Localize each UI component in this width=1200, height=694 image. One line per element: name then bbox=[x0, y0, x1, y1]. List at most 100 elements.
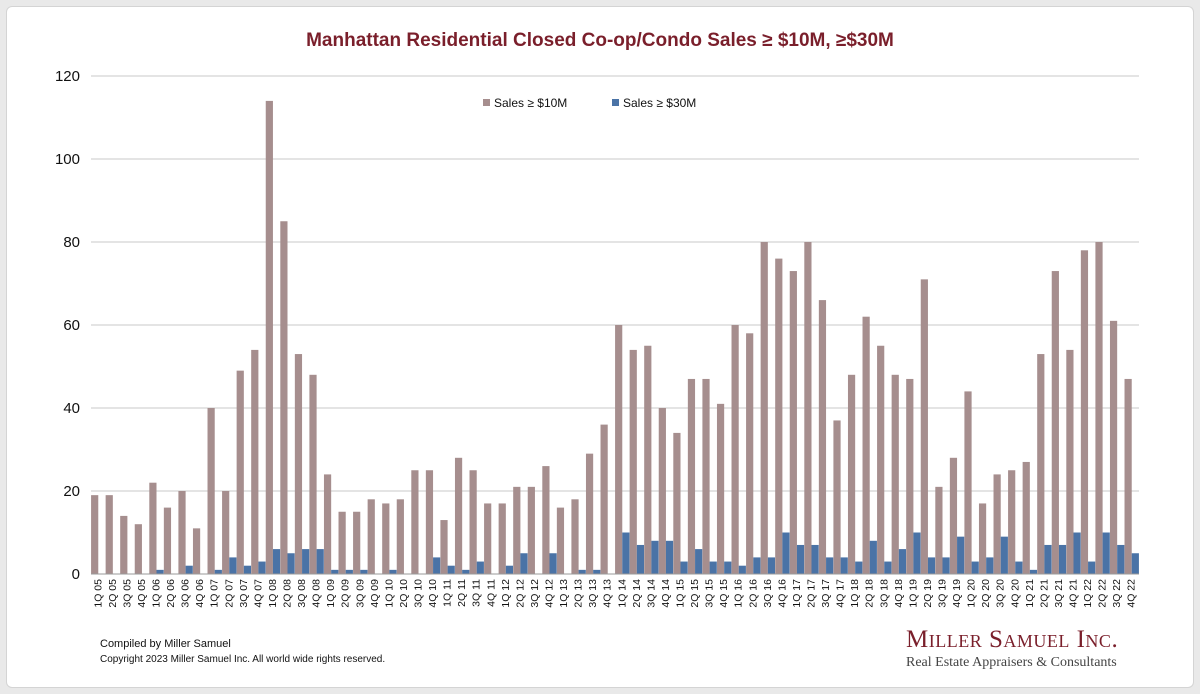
bar-sales-10m bbox=[396, 499, 404, 574]
bar-sales-10m bbox=[425, 470, 434, 574]
bar-sales-10m bbox=[236, 370, 244, 574]
bar-sales-10m bbox=[746, 333, 754, 574]
legend-swatch bbox=[612, 99, 619, 106]
x-tick-label: 3Q 16 bbox=[762, 579, 774, 608]
x-tick-label: 4Q 20 bbox=[1009, 579, 1021, 608]
legend-swatch bbox=[483, 99, 490, 106]
bar-sales-30m bbox=[1029, 569, 1038, 574]
bar-sales-30m bbox=[1102, 532, 1110, 574]
bars bbox=[91, 100, 1139, 575]
bar-sales-10m bbox=[323, 474, 332, 574]
bar-sales-10m bbox=[964, 391, 972, 574]
bar-sales-30m bbox=[942, 557, 950, 574]
bar-sales-10m bbox=[862, 316, 870, 574]
bar-sales-10m bbox=[91, 495, 99, 574]
bar-sales-10m bbox=[804, 242, 812, 574]
x-tick-label: 2Q 13 bbox=[573, 579, 585, 608]
x-tick-label: 3Q 15 bbox=[704, 579, 716, 608]
legend-label: Sales ≥ $30M bbox=[623, 96, 696, 110]
bar-sales-10m bbox=[775, 258, 783, 574]
bar-sales-10m bbox=[498, 503, 506, 574]
x-tick-label: 3Q 20 bbox=[995, 579, 1007, 608]
x-tick-label: 1Q 13 bbox=[558, 579, 570, 608]
bar-sales-10m bbox=[833, 420, 841, 574]
bar-sales-30m bbox=[651, 540, 659, 574]
x-tick-label: 1Q 18 bbox=[849, 579, 861, 608]
bar-sales-10m bbox=[600, 424, 608, 574]
bar-sales-30m bbox=[462, 569, 470, 574]
x-tick-label: 4Q 05 bbox=[136, 579, 148, 608]
bar-sales-30m bbox=[476, 561, 484, 574]
bar-sales-30m bbox=[549, 553, 557, 574]
x-tick-label: 2Q 21 bbox=[1038, 579, 1050, 608]
bar-sales-10m bbox=[877, 345, 885, 574]
x-tick-label: 3Q 21 bbox=[1053, 579, 1065, 608]
grid-lines bbox=[91, 75, 1139, 492]
x-tick-label: 1Q 21 bbox=[1024, 579, 1036, 608]
bar-sales-30m bbox=[884, 561, 892, 574]
x-tick-label: 1Q 10 bbox=[383, 579, 395, 608]
x-tick-label: 1Q 20 bbox=[966, 579, 978, 608]
x-tick-label: 3Q 17 bbox=[820, 579, 832, 608]
bar-sales-30m bbox=[927, 557, 936, 574]
bar-sales-10m bbox=[644, 345, 652, 574]
legend: Sales ≥ $10M Sales ≥ $30M bbox=[483, 96, 696, 110]
bar-sales-10m bbox=[469, 470, 477, 574]
bar-sales-30m bbox=[1015, 561, 1023, 574]
x-tick-label: 4Q 11 bbox=[485, 579, 497, 607]
bar-sales-10m bbox=[411, 470, 419, 574]
x-axis-ticks: 1Q 05 2Q 05 3Q 05 4Q 05 1Q 06 2Q 06 3Q 06 4Q 06… bbox=[92, 579, 1137, 608]
bar-sales-30m bbox=[1000, 536, 1008, 574]
bar-sales-30m bbox=[971, 561, 979, 574]
x-tick-label: 2Q 20 bbox=[980, 579, 992, 608]
x-tick-label: 4Q 06 bbox=[194, 579, 206, 608]
bar-sales-30m bbox=[738, 565, 746, 574]
copyright-note: Copyright 2023 Miller Samuel Inc. All wo… bbox=[100, 654, 386, 665]
x-tick-label: 2Q 11 bbox=[456, 579, 468, 607]
bar-sales-10m bbox=[1008, 470, 1016, 574]
bar-sales-10m bbox=[556, 507, 565, 574]
bar-sales-10m bbox=[571, 499, 579, 574]
bar-sales-10m bbox=[440, 520, 448, 574]
y-tick-label: 100 bbox=[55, 151, 80, 168]
bar-sales-10m bbox=[1124, 378, 1132, 574]
bar-sales-30m bbox=[811, 544, 819, 574]
compiled-note: Compiled by Miller Samuel bbox=[100, 638, 231, 650]
x-tick-label: 2Q 05 bbox=[107, 579, 119, 608]
bar-sales-10m bbox=[251, 349, 259, 574]
bar-sales-10m bbox=[542, 466, 550, 574]
x-tick-label: 3Q 12 bbox=[529, 579, 541, 608]
bar-sales-10m bbox=[993, 474, 1001, 574]
x-tick-label: 4Q 15 bbox=[718, 579, 730, 608]
bar-sales-10m bbox=[1051, 271, 1059, 574]
bar-sales-10m bbox=[178, 491, 186, 574]
brand-name: Miller Samuel Inc. bbox=[906, 626, 1119, 653]
bar-sales-30m bbox=[840, 557, 848, 574]
bar-sales-30m bbox=[156, 569, 164, 574]
bar-sales-30m bbox=[1131, 553, 1139, 574]
y-tick-label: 120 bbox=[55, 68, 80, 85]
bar-sales-10m bbox=[163, 507, 172, 574]
bar-sales-30m bbox=[229, 557, 237, 574]
bar-sales-10m bbox=[309, 374, 317, 574]
bar-sales-10m bbox=[120, 515, 128, 574]
bar-sales-10m bbox=[629, 349, 637, 574]
bar-sales-10m bbox=[1066, 349, 1074, 574]
y-tick-label: 80 bbox=[63, 234, 80, 251]
bar-sales-10m bbox=[513, 486, 521, 574]
x-tick-label: 4Q 12 bbox=[544, 579, 556, 608]
bar-sales-30m bbox=[1044, 544, 1052, 574]
brand-logo: Miller Samuel Inc. Real Estate Appraiser… bbox=[906, 626, 1118, 671]
x-tick-label: 2Q 17 bbox=[806, 579, 818, 608]
bar-sales-30m bbox=[767, 557, 776, 574]
bar-sales-10m bbox=[949, 457, 958, 574]
bar-sales-30m bbox=[433, 557, 441, 574]
bar-sales-30m bbox=[447, 565, 455, 574]
bar-sales-30m bbox=[869, 540, 877, 574]
bar-sales-10m bbox=[818, 300, 827, 574]
bar-sales-30m bbox=[272, 549, 281, 574]
bar-sales-30m bbox=[1117, 544, 1125, 574]
bar-sales-30m bbox=[302, 549, 310, 574]
bar-sales-30m bbox=[1058, 544, 1067, 574]
bar-sales-10m bbox=[658, 408, 666, 574]
